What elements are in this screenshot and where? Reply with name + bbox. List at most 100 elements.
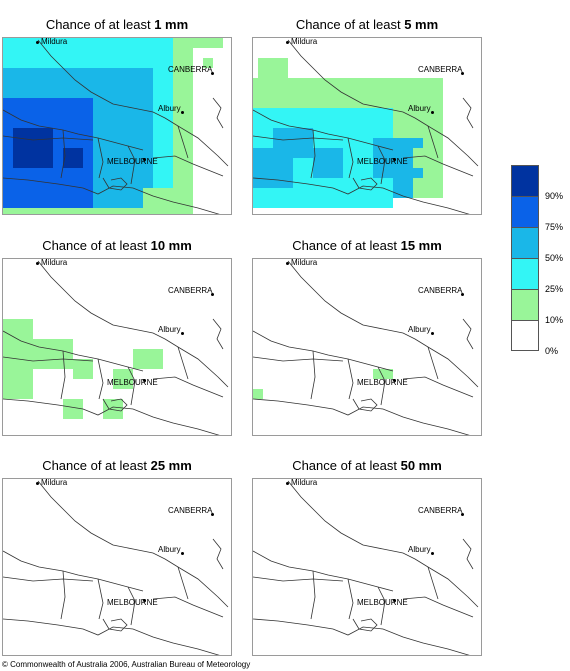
rainfall-cell (73, 359, 93, 379)
city-marker-icon (143, 599, 146, 602)
border-line (212, 538, 224, 570)
city-label-canberra: CANBERRA (418, 506, 463, 515)
panel-title-prefix: Chance of at least (45, 17, 155, 32)
legend-label: 25% (545, 284, 564, 294)
border-line (347, 358, 354, 400)
city-label-canberra: CANBERRA (168, 286, 213, 295)
border-line (287, 260, 479, 388)
legend-label: 90% (545, 191, 564, 201)
city-marker-icon (211, 293, 214, 296)
city-label-albury: Albury (158, 325, 181, 334)
rainfall-cell (13, 128, 53, 168)
panel-title-prefix: Chance of at least (42, 458, 151, 473)
border-line (152, 596, 224, 618)
city-label-melbourne: MELBOURNE (107, 598, 158, 607)
city-marker-icon (431, 111, 434, 114)
city-label-mildura: Mildura (41, 478, 68, 487)
panel-title-amount: 15 mm (400, 238, 442, 253)
city-label-canberra: CANBERRA (168, 506, 213, 515)
border-line (402, 376, 474, 398)
legend-label: 10% (545, 315, 564, 325)
rainfall-cell (133, 349, 163, 369)
map-canvas (253, 480, 479, 655)
border-line (427, 566, 439, 600)
border-line (3, 618, 220, 655)
border-line (212, 97, 224, 129)
city-marker-icon (286, 482, 289, 485)
border-line (462, 538, 474, 570)
border-line (253, 177, 470, 214)
panel-title: Chance of at least 10 mm (2, 238, 232, 253)
map-canvas (3, 38, 229, 214)
city-marker-icon (36, 482, 39, 485)
border-line (97, 137, 104, 179)
rainfall-cell (63, 148, 83, 168)
legend-swatch (511, 165, 539, 196)
border-line (152, 376, 224, 398)
border-line (37, 260, 229, 388)
rainfall-cell (413, 148, 443, 168)
panel-title: Chance of at least 5 mm (252, 17, 482, 32)
city-label-mildura: Mildura (41, 37, 68, 46)
panel-title-prefix: Chance of at least (292, 238, 401, 253)
border-line (402, 596, 474, 618)
rainfall-cell (63, 399, 83, 419)
city-label-canberra: CANBERRA (418, 286, 463, 295)
border-line (97, 578, 104, 620)
border-line (310, 570, 316, 620)
panel-title-amount: 1 mm (154, 17, 189, 32)
map-panel: Chance of at least 10 mm Mildura CANBERRA A… (2, 238, 232, 436)
border-line (427, 125, 439, 159)
rainfall-cell (373, 369, 393, 379)
map-panel: Chance of at least 1 mm Mildura CANBERRA Al… (2, 17, 232, 215)
city-marker-icon (431, 552, 434, 555)
border-line (102, 618, 128, 632)
rainfall-cell (103, 399, 123, 419)
city-marker-icon (181, 332, 184, 335)
panel-title-prefix: Chance of at least (295, 17, 405, 32)
border-line (347, 137, 354, 179)
city-label-melbourne: MELBOURNE (107, 157, 158, 166)
border-line (152, 155, 224, 177)
panel-title-amount: 10 mm (150, 238, 192, 253)
border-line (177, 125, 189, 159)
rainfall-cell (273, 128, 313, 158)
rainfall-cell (353, 178, 383, 208)
rainfall-map: Mildura CANBERRA Albury MELBOURNE (2, 478, 232, 656)
border-line (352, 177, 378, 191)
map-panel: Chance of at least 25 mm Mildura CANBERRA A… (2, 458, 232, 656)
city-label-albury: Albury (408, 325, 431, 334)
rainfall-cell (203, 58, 213, 68)
border-line (310, 129, 316, 179)
city-label-melbourne: MELBOURNE (357, 598, 408, 607)
border-line (253, 550, 394, 592)
legend-label: 0% (545, 346, 559, 356)
rainfall-cell (258, 58, 288, 78)
border-line (60, 570, 66, 620)
rainfall-cell (393, 178, 413, 198)
border-line (377, 366, 386, 406)
copyright-notice: © Commonwealth of Australia 2006, Austra… (2, 660, 251, 669)
city-label-melbourne: MELBOURNE (357, 378, 408, 387)
city-marker-icon (211, 513, 214, 516)
border-line (462, 318, 474, 350)
border-line (127, 366, 136, 406)
city-label-mildura: Mildura (291, 478, 318, 487)
legend-swatch (511, 196, 539, 227)
city-marker-icon (286, 262, 289, 265)
city-marker-icon (211, 72, 214, 75)
panel-title: Chance of at least 1 mm (2, 17, 232, 32)
rainfall-cell (33, 339, 73, 369)
rainfall-cell (193, 38, 223, 48)
city-marker-icon (143, 158, 146, 161)
border-line (3, 177, 220, 214)
border-line (37, 480, 229, 608)
city-marker-icon (36, 262, 39, 265)
panel-title: Chance of at least 50 mm (252, 458, 482, 473)
rainfall-cell (93, 188, 143, 208)
city-marker-icon (36, 41, 39, 44)
city-label-albury: Albury (408, 104, 431, 113)
city-marker-icon (393, 379, 396, 382)
border-line (402, 155, 474, 177)
city-marker-icon (181, 552, 184, 555)
